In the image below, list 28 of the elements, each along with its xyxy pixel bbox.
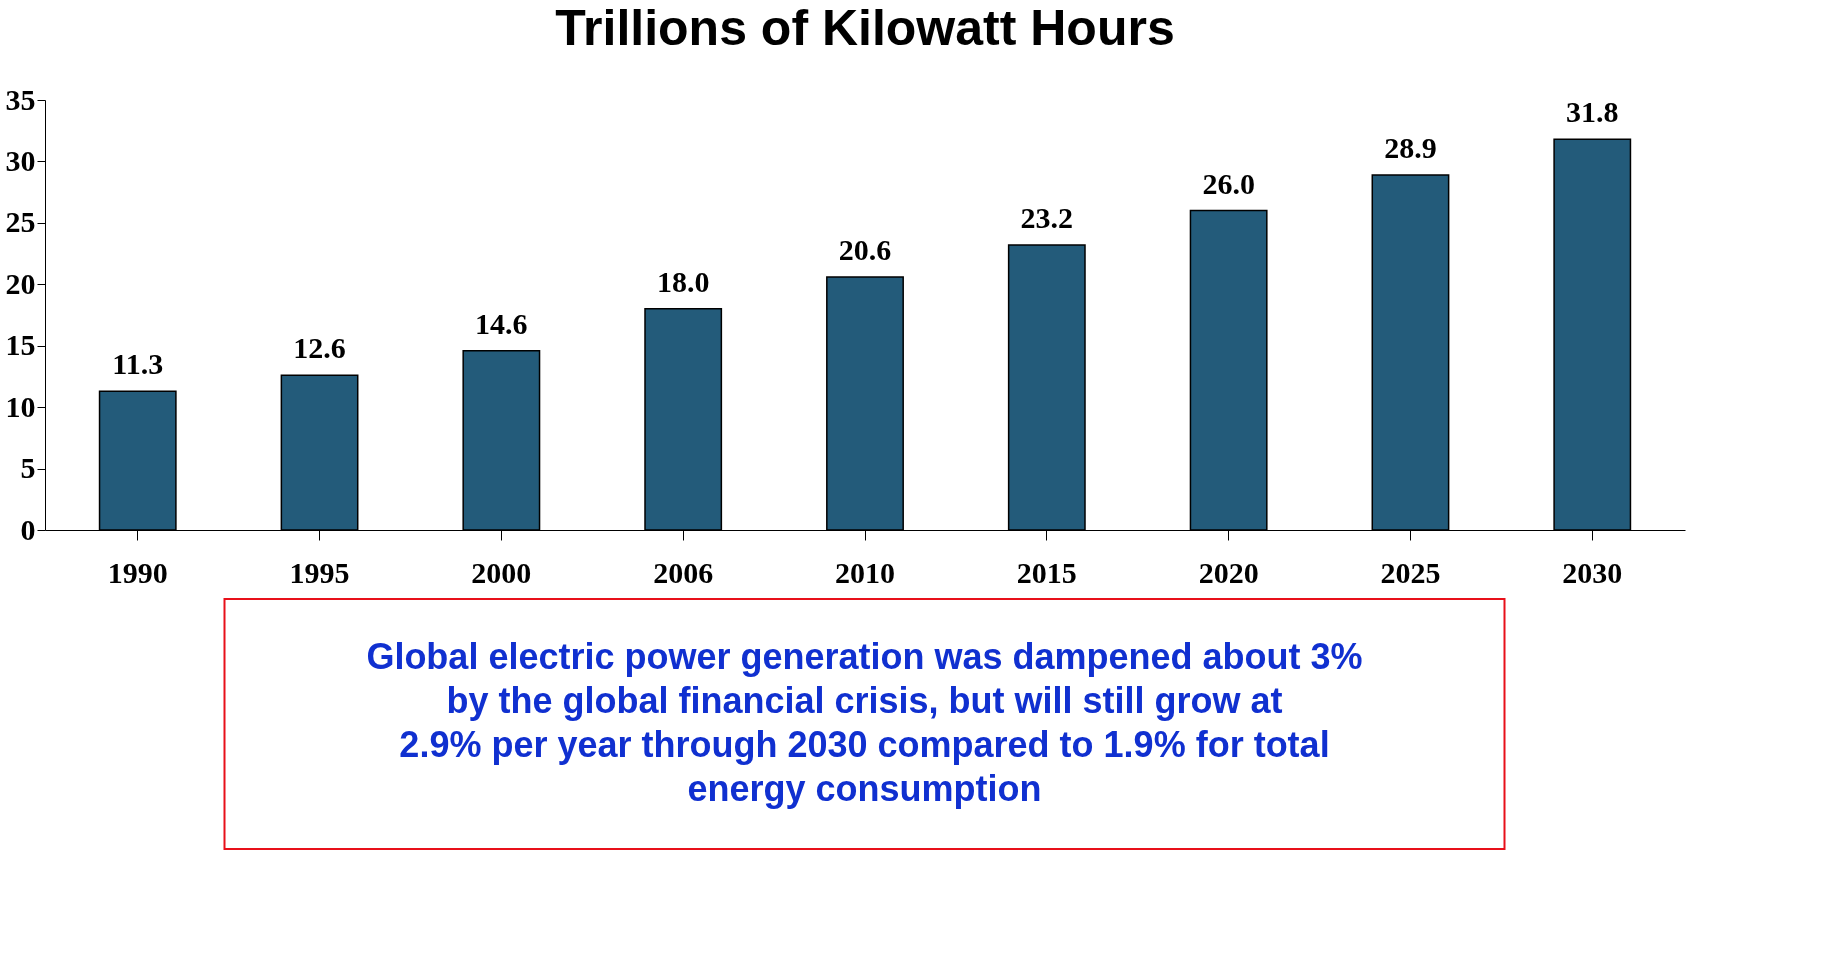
x-tick-label: 2010 — [835, 555, 895, 589]
data-label: 28.9 — [1384, 130, 1437, 164]
x-tick-label: 2006 — [653, 555, 714, 589]
data-label: 31.8 — [1566, 95, 1619, 129]
x-tick-label: 2015 — [1016, 555, 1077, 589]
y-tick-label: 35 — [5, 82, 36, 116]
x-tick-label: 2020 — [1198, 555, 1259, 589]
text: Global electric power generation was dampened about 3% by the global financial crisis, but will still grow at 2.9% per year through 2030 compared to 1.9% for total energy consumption — [366, 636, 1363, 809]
y-tick-label: 0 — [20, 512, 36, 546]
data-label: 26.0 — [1202, 166, 1255, 200]
data-label: 23.2 — [1020, 200, 1074, 234]
y-tick-label: 10 — [5, 389, 36, 423]
data-label: 11.3 — [112, 347, 164, 381]
y-tick-label: 20 — [5, 266, 36, 300]
y-tick-label: 30 — [5, 143, 36, 177]
data-label: 14.6 — [475, 306, 528, 340]
x-tick-label: 2025 — [1380, 555, 1441, 589]
x-tick-label: 2030 — [1562, 555, 1623, 589]
data-label: 18.0 — [656, 264, 710, 298]
x-tick-label: 1995 — [289, 555, 350, 589]
x-tick-label: 2000 — [471, 555, 532, 589]
data-label: 20.6 — [838, 232, 892, 266]
chart-title: Trillions of Kilowatt Hours — [555, 0, 1175, 56]
y-tick-label: 15 — [5, 328, 36, 362]
y-tick-label: 25 — [5, 205, 36, 239]
data-label: 12.6 — [293, 331, 346, 365]
y-tick-label: 5 — [20, 451, 36, 485]
x-tick-label: 1990 — [107, 555, 168, 589]
